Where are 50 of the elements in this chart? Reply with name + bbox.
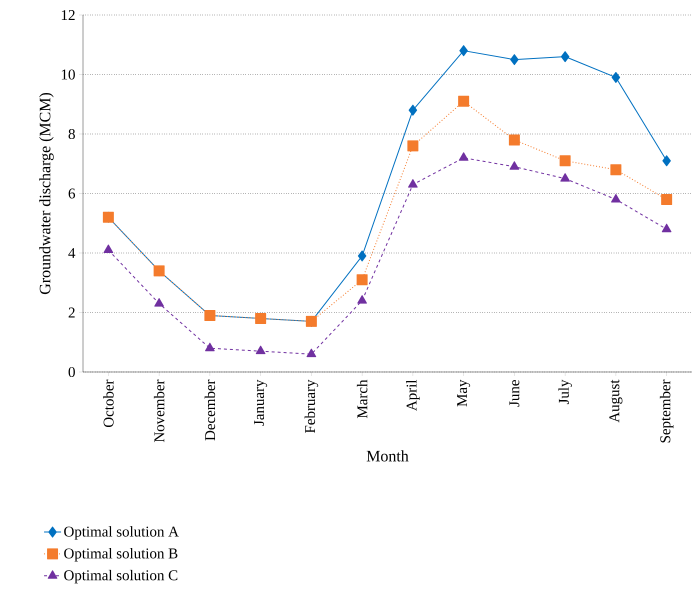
- x-tick-label: May: [457, 380, 470, 406]
- x-tick-label: April: [406, 380, 420, 411]
- x-tick-label: December: [204, 380, 216, 440]
- legend-label: Optimal solution A: [64, 526, 179, 540]
- y-tick-label: 10: [62, 69, 75, 80]
- point: [662, 155, 671, 166]
- point: [408, 104, 418, 116]
- point: [357, 295, 367, 304]
- x-tick-label: September: [660, 380, 674, 442]
- x-tick-label: March: [356, 380, 368, 418]
- y-tick-label: 2: [68, 308, 75, 318]
- point: [611, 194, 621, 202]
- point: [458, 96, 470, 107]
- point: [560, 51, 570, 62]
- y-tick-label: 8: [68, 128, 75, 140]
- point: [560, 155, 571, 166]
- y-axis-title: Groundwater discharge (MCM): [39, 92, 54, 294]
- x-tick-label: November: [154, 380, 164, 442]
- legend-label: Optimal solution C: [64, 570, 178, 584]
- x-tick-label: January: [254, 380, 268, 426]
- point: [458, 152, 468, 161]
- x-tick-label: October: [103, 380, 114, 428]
- point: [407, 140, 418, 152]
- y-tick-label: 4: [68, 248, 76, 258]
- y-tick-label: 6: [68, 188, 76, 199]
- legend-label: Optimal solution B: [64, 548, 178, 562]
- point: [560, 173, 570, 182]
- x-tick-label: July: [558, 380, 572, 404]
- point: [356, 274, 368, 286]
- point: [205, 342, 215, 352]
- point: [508, 134, 520, 146]
- point: [661, 194, 672, 205]
- point: [408, 179, 418, 188]
- point: [358, 250, 366, 262]
- point: [510, 161, 520, 170]
- point: [662, 224, 672, 232]
- point: [306, 348, 316, 358]
- point: [610, 164, 622, 176]
- x-tick-label: February: [304, 380, 318, 434]
- point: [104, 244, 114, 254]
- y-tick-label: 12: [62, 10, 75, 20]
- point: [154, 298, 164, 307]
- point: [612, 72, 620, 83]
- y-tick-label: 0: [68, 366, 75, 378]
- x-tick-label: June: [509, 380, 520, 407]
- point: [510, 54, 519, 66]
- x-axis-title: Month: [366, 450, 409, 462]
- point: [459, 45, 468, 56]
- x-tick-label: August: [609, 380, 622, 423]
- point: [256, 346, 266, 354]
